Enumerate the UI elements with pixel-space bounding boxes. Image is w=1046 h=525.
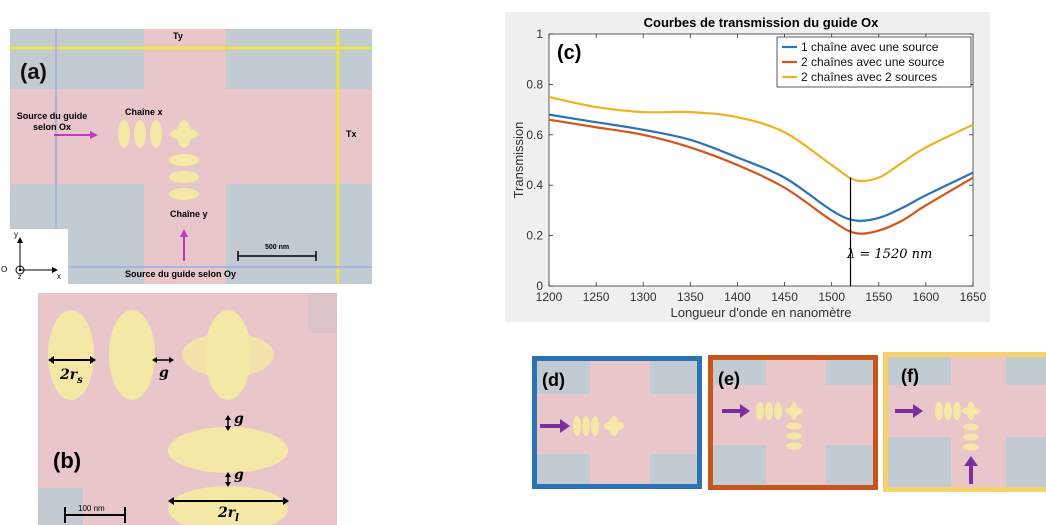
two-rs-main: 2r (60, 367, 78, 383)
panel-b: (b) 2rs g g g 2rl 100 nm (38, 293, 337, 525)
y-tick-label: 0.8 (526, 77, 543, 91)
two-rs-sub: s (77, 374, 83, 386)
legend-box (776, 36, 972, 88)
x-tick-label: 1400 (724, 290, 751, 304)
x-tick-label: 1200 (536, 290, 563, 304)
x-tick-label: 1600 (913, 290, 940, 304)
g-horizontal-label: g (159, 365, 169, 381)
two-rl-label: 2rl (218, 505, 239, 524)
y-tick-label: 0.4 (526, 178, 543, 192)
x-tick-label: 1550 (865, 290, 892, 304)
panel-a-figure (10, 29, 372, 284)
chart-title: Courbes de transmission du guide Ox (644, 15, 880, 30)
scale-500-label: 500 nm (265, 244, 290, 251)
y-axis-label: Transmission (511, 122, 526, 199)
panel-b-label: (b) (53, 448, 82, 473)
legend-entry: 1 chaîne avec une source (801, 40, 939, 54)
axis-x-label: x (57, 272, 61, 281)
panel-d-figure (532, 356, 702, 489)
two-rs-label: 2rs (60, 367, 83, 386)
panel-f-label: (f) (901, 366, 919, 386)
panel-e-label: (e) (718, 369, 740, 389)
x-tick-label: 1250 (583, 290, 610, 304)
two-rl-sub: l (235, 512, 239, 524)
x-axis-label: Longueur d'onde en nanomètre (670, 305, 851, 320)
panel-c: 1200 1250 1300 1350 1400 1450 1500 1550 1600 1650… (505, 12, 990, 322)
source-ox-label: Source du guide selon Ox (12, 111, 92, 133)
series-line-3 (548, 95, 974, 183)
panel-d-label: (d) (542, 370, 565, 390)
source-oy-label: Source du guide selon Oy (125, 269, 237, 279)
lambda-annotation: λ = 1520 nm (847, 247, 933, 262)
x-tick-label: 1650 (960, 290, 987, 304)
source-ox-line2: selon Ox (32, 122, 71, 132)
y-tick-label: 0.6 (526, 128, 543, 142)
tx-label: Tx (346, 129, 357, 139)
two-rl-main: 2r (218, 505, 236, 521)
panel-e: (e) (708, 355, 878, 490)
g-vertical-label-1: g (234, 411, 244, 427)
panel-f-figure (883, 352, 1046, 492)
x-tick-label: 1500 (818, 290, 845, 304)
y-tick-label: 0.2 (526, 229, 543, 243)
y-tick-label: 1 (536, 27, 543, 41)
panel-d: (d) (532, 356, 702, 489)
panel-e-figure (708, 355, 878, 490)
legend-entry: 2 chaînes avec une source (801, 55, 945, 69)
x-tick-label: 1350 (677, 290, 704, 304)
panel-a: (a) Ty Tx Source du guide selon Ox Chaîn… (1, 29, 372, 284)
panel-b-figure (38, 293, 337, 525)
transmission-chart: 1200 1250 1300 1350 1400 1450 1500 1550 1600 1650… (505, 12, 990, 322)
axis-z-label: z (18, 274, 22, 281)
panel-f: (f) (883, 352, 1046, 492)
x-tick-label: 1300 (630, 290, 657, 304)
legend-entry: 2 chaînes avec 2 sources (801, 70, 937, 84)
scale-100-label: 100 nm (78, 504, 105, 513)
g-vertical-label-2: g (234, 467, 244, 483)
series-line-1 (548, 113, 974, 223)
source-ox-line1: Source du guide (16, 111, 88, 121)
x-tick-label: 1450 (771, 290, 798, 304)
axis-o-label: O (1, 265, 8, 274)
ty-label: Ty (173, 31, 183, 41)
y-tick-label: 0 (536, 279, 543, 293)
axis-y-label: y (14, 230, 18, 239)
chain-y-label: Chaîne y (170, 209, 208, 219)
panel-c-label: (c) (557, 42, 582, 64)
chain-x-label: Chaîne x (125, 107, 163, 117)
panel-a-label: (a) (20, 59, 47, 84)
series-line-2 (548, 118, 974, 235)
